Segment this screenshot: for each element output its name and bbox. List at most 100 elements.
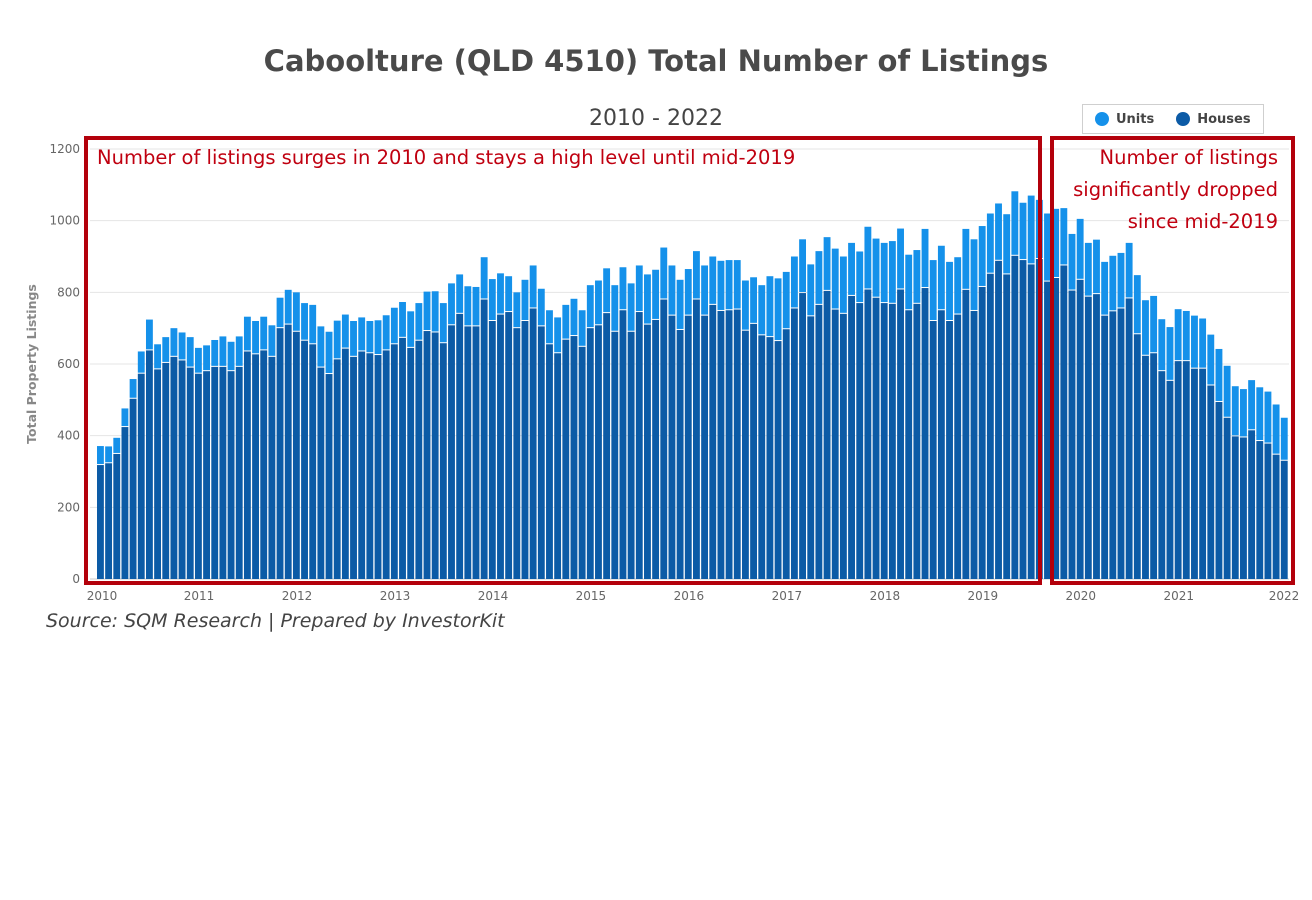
bar-units[interactable] — [586, 285, 594, 328]
bar-units[interactable] — [235, 336, 243, 366]
bar-units[interactable] — [431, 291, 439, 332]
bar-units[interactable] — [105, 446, 113, 463]
bar-houses[interactable] — [227, 371, 235, 579]
bar-units[interactable] — [1117, 252, 1125, 308]
bar-units[interactable] — [1248, 380, 1256, 430]
bar-units[interactable] — [570, 298, 578, 336]
bar-houses[interactable] — [684, 315, 692, 579]
bar-units[interactable] — [782, 271, 790, 329]
bar-units[interactable] — [1019, 202, 1027, 260]
bar-units[interactable] — [529, 265, 537, 308]
bar-units[interactable] — [603, 268, 611, 313]
bar-houses[interactable] — [1248, 430, 1256, 579]
bar-houses[interactable] — [341, 348, 349, 579]
bar-houses[interactable] — [635, 312, 643, 579]
bar-units[interactable] — [1223, 365, 1231, 417]
bar-units[interactable] — [1191, 315, 1198, 368]
bar-units[interactable] — [439, 303, 447, 343]
bar-units[interactable] — [554, 317, 562, 353]
bar-units[interactable] — [799, 239, 807, 293]
bar-units[interactable] — [170, 328, 178, 356]
legend-item-units[interactable]: Units — [1095, 112, 1154, 127]
bar-units[interactable] — [1264, 391, 1272, 443]
bar-houses[interactable] — [464, 326, 472, 579]
bar-units[interactable] — [390, 307, 398, 344]
bar-houses[interactable] — [823, 290, 831, 579]
bar-houses[interactable] — [1117, 308, 1125, 579]
bar-houses[interactable] — [194, 373, 202, 579]
bar-houses[interactable] — [1101, 315, 1109, 579]
bar-houses[interactable] — [325, 374, 333, 579]
bar-units[interactable] — [701, 265, 709, 315]
bar-units[interactable] — [823, 237, 831, 290]
bar-houses[interactable] — [799, 293, 807, 579]
bar-units[interactable] — [480, 257, 488, 299]
bar-houses[interactable] — [1003, 274, 1011, 579]
bar-units[interactable] — [97, 446, 104, 465]
bar-units[interactable] — [513, 292, 521, 328]
bar-houses[interactable] — [317, 367, 325, 579]
bar-houses[interactable] — [586, 328, 594, 579]
bar-houses[interactable] — [292, 331, 300, 579]
bar-units[interactable] — [929, 260, 937, 320]
bar-units[interactable] — [937, 245, 945, 310]
bar-units[interactable] — [1215, 348, 1223, 401]
bar-houses[interactable] — [505, 312, 513, 579]
bar-houses[interactable] — [121, 427, 129, 579]
bar-units[interactable] — [880, 242, 888, 303]
bar-houses[interactable] — [790, 308, 798, 579]
bar-houses[interactable] — [644, 324, 651, 579]
bar-houses[interactable] — [178, 360, 186, 579]
bar-houses[interactable] — [725, 310, 733, 579]
bar-houses[interactable] — [758, 335, 766, 579]
bar-units[interactable] — [456, 274, 464, 313]
bar-units[interactable] — [962, 228, 970, 289]
bar-units[interactable] — [1076, 218, 1084, 279]
bar-units[interactable] — [978, 226, 986, 286]
bar-houses[interactable] — [497, 314, 504, 579]
bar-units[interactable] — [505, 276, 513, 312]
bar-houses[interactable] — [603, 313, 611, 579]
bar-houses[interactable] — [929, 321, 937, 579]
bar-units[interactable] — [537, 288, 545, 326]
bar-units[interactable] — [888, 241, 896, 303]
bar-houses[interactable] — [888, 303, 896, 579]
bar-units[interactable] — [317, 326, 325, 367]
bar-units[interactable] — [219, 336, 227, 366]
bar-houses[interactable] — [154, 369, 162, 579]
bar-units[interactable] — [497, 273, 504, 314]
bar-units[interactable] — [325, 331, 333, 374]
bar-units[interactable] — [954, 257, 962, 314]
bar-houses[interactable] — [741, 330, 749, 579]
bar-units[interactable] — [856, 251, 864, 303]
bar-units[interactable] — [243, 316, 251, 351]
bar-units[interactable] — [1133, 275, 1141, 334]
bar-houses[interactable] — [1093, 294, 1100, 579]
bar-houses[interactable] — [652, 319, 660, 579]
bar-houses[interactable] — [627, 331, 635, 579]
bar-units[interactable] — [595, 280, 602, 325]
bar-units[interactable] — [578, 310, 586, 346]
bar-houses[interactable] — [529, 308, 537, 579]
bar-units[interactable] — [292, 292, 300, 331]
bar-houses[interactable] — [1150, 353, 1158, 579]
bar-houses[interactable] — [897, 289, 904, 579]
bar-houses[interactable] — [570, 336, 578, 579]
bar-houses[interactable] — [211, 366, 219, 579]
bar-units[interactable] — [1044, 213, 1051, 281]
bar-units[interactable] — [741, 280, 749, 330]
bar-units[interactable] — [1011, 191, 1019, 255]
bar-units[interactable] — [211, 339, 219, 366]
bar-units[interactable] — [693, 251, 700, 299]
bar-houses[interactable] — [431, 332, 439, 579]
bar-units[interactable] — [154, 344, 162, 369]
bar-units[interactable] — [815, 251, 823, 304]
bar-houses[interactable] — [856, 303, 864, 579]
bar-units[interactable] — [374, 320, 382, 355]
bar-houses[interactable] — [611, 331, 619, 579]
bar-units[interactable] — [725, 260, 733, 310]
bar-units[interactable] — [676, 279, 684, 329]
bar-houses[interactable] — [880, 303, 888, 579]
bar-units[interactable] — [872, 238, 880, 297]
bar-houses[interactable] — [235, 366, 243, 579]
